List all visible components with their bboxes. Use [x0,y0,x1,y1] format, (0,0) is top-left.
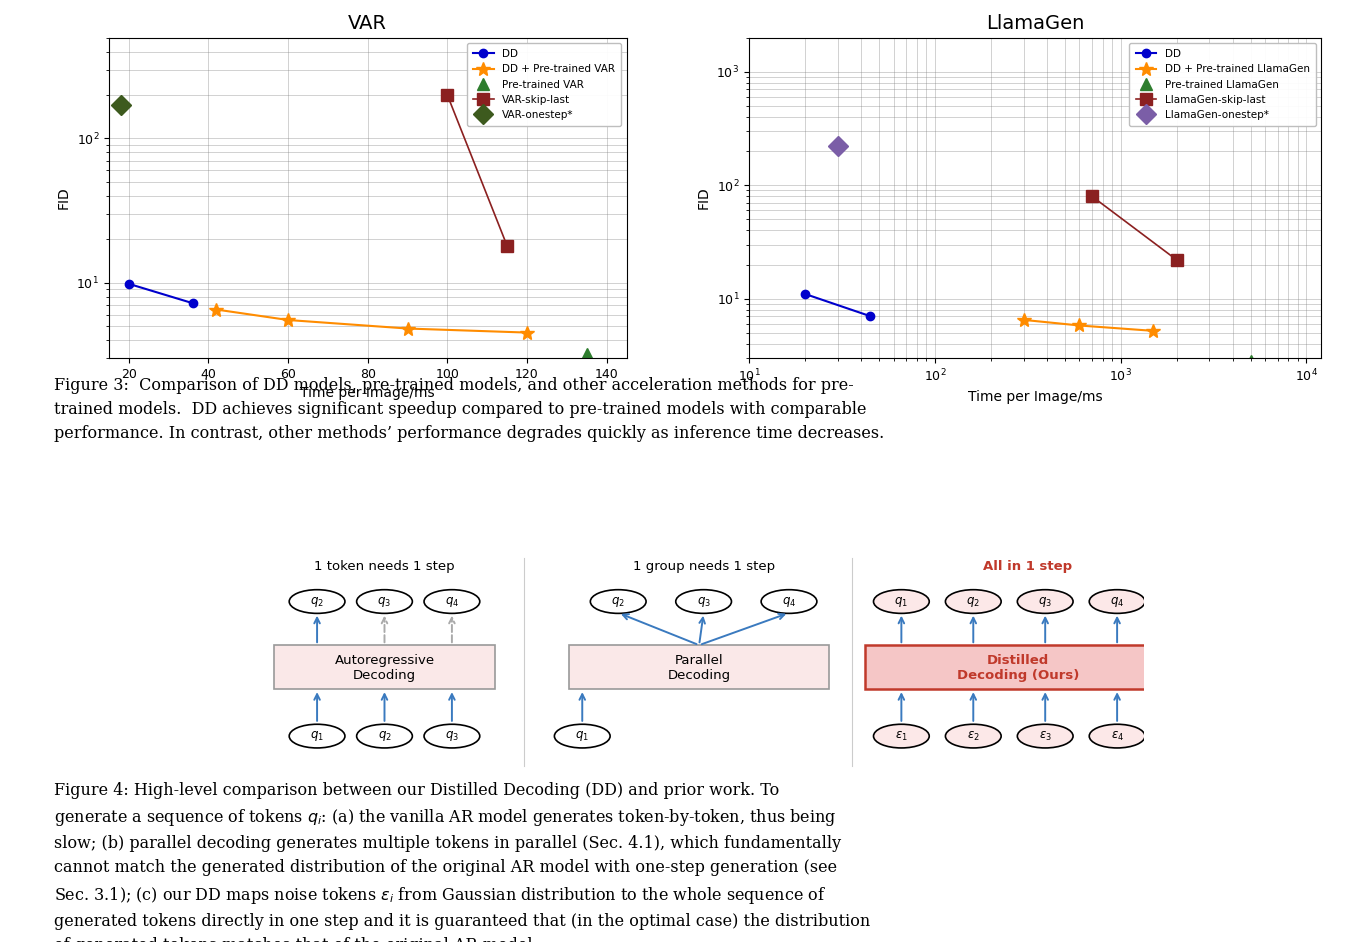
Legend: DD, DD + Pre-trained VAR, Pre-trained VAR, VAR-skip-last, VAR-onestep*: DD, DD + Pre-trained VAR, Pre-trained VA… [467,43,621,126]
Ellipse shape [676,590,731,613]
Ellipse shape [289,724,345,748]
Text: Decoding (Ours): Decoding (Ours) [957,670,1080,682]
Title: VAR: VAR [349,14,387,33]
Text: $q_3$: $q_3$ [445,729,459,743]
Text: $\epsilon_1$: $\epsilon_1$ [895,729,908,742]
Text: Decoding: Decoding [353,670,415,682]
Text: $q_1$: $q_1$ [895,594,908,609]
Text: Figure 3:  Comparison of DD models, pre-trained models, and other acceleration m: Figure 3: Comparison of DD models, pre-t… [54,377,885,442]
Ellipse shape [1017,724,1073,748]
Text: Decoding: Decoding [667,670,730,682]
Text: $q_1$: $q_1$ [575,729,590,743]
Text: $q_3$: $q_3$ [1038,594,1053,609]
Text: $q_2$: $q_2$ [377,729,391,743]
Ellipse shape [357,590,413,613]
Text: All in 1 step: All in 1 step [982,560,1072,573]
Ellipse shape [1017,590,1073,613]
Ellipse shape [945,590,1001,613]
Text: $q_1$: $q_1$ [575,729,590,743]
Title: LlamaGen: LlamaGen [986,14,1084,33]
Text: Figure 4: High-level comparison between our Distilled Decoding (DD) and prior wo: Figure 4: High-level comparison between … [54,782,870,942]
Text: 1 group needs 1 step: 1 group needs 1 step [632,560,775,573]
Text: $q_1$: $q_1$ [311,729,324,743]
Ellipse shape [873,724,929,748]
Text: $\epsilon_4$: $\epsilon_4$ [1110,729,1124,742]
Ellipse shape [1090,724,1145,748]
Text: $q_2$: $q_2$ [311,594,324,609]
Text: $\epsilon_3$: $\epsilon_3$ [1039,729,1051,742]
X-axis label: Time per Image/ms: Time per Image/ms [301,386,434,400]
Ellipse shape [424,724,479,748]
FancyBboxPatch shape [865,645,1171,690]
Text: Autoregressive: Autoregressive [335,654,434,667]
Text: $\epsilon_2$: $\epsilon_2$ [967,729,979,742]
Y-axis label: FID: FID [697,187,711,209]
Ellipse shape [590,590,646,613]
Ellipse shape [945,724,1001,748]
Y-axis label: FID: FID [57,187,71,209]
X-axis label: Time per Image/ms: Time per Image/ms [968,390,1102,404]
FancyBboxPatch shape [274,645,494,690]
Ellipse shape [554,724,610,748]
FancyBboxPatch shape [569,645,829,690]
Legend: DD, DD + Pre-trained LlamaGen, Pre-trained LlamaGen, LlamaGen-skip-last, LlamaGe: DD, DD + Pre-trained LlamaGen, Pre-train… [1129,43,1316,126]
Ellipse shape [761,590,817,613]
Text: 1 token needs 1 step: 1 token needs 1 step [315,560,455,573]
Text: $q_3$: $q_3$ [377,594,391,609]
Ellipse shape [424,590,479,613]
Ellipse shape [289,590,345,613]
Text: Distilled: Distilled [987,654,1049,667]
Text: $q_2$: $q_2$ [966,594,981,609]
Text: Parallel: Parallel [674,654,723,667]
Text: $q_4$: $q_4$ [782,594,797,609]
Text: $q_4$: $q_4$ [1110,594,1124,609]
Text: $q_2$: $q_2$ [612,594,625,609]
Ellipse shape [873,590,929,613]
Ellipse shape [357,724,413,748]
Text: $q_3$: $q_3$ [696,594,711,609]
Ellipse shape [1090,590,1145,613]
Text: $q_4$: $q_4$ [445,594,459,609]
